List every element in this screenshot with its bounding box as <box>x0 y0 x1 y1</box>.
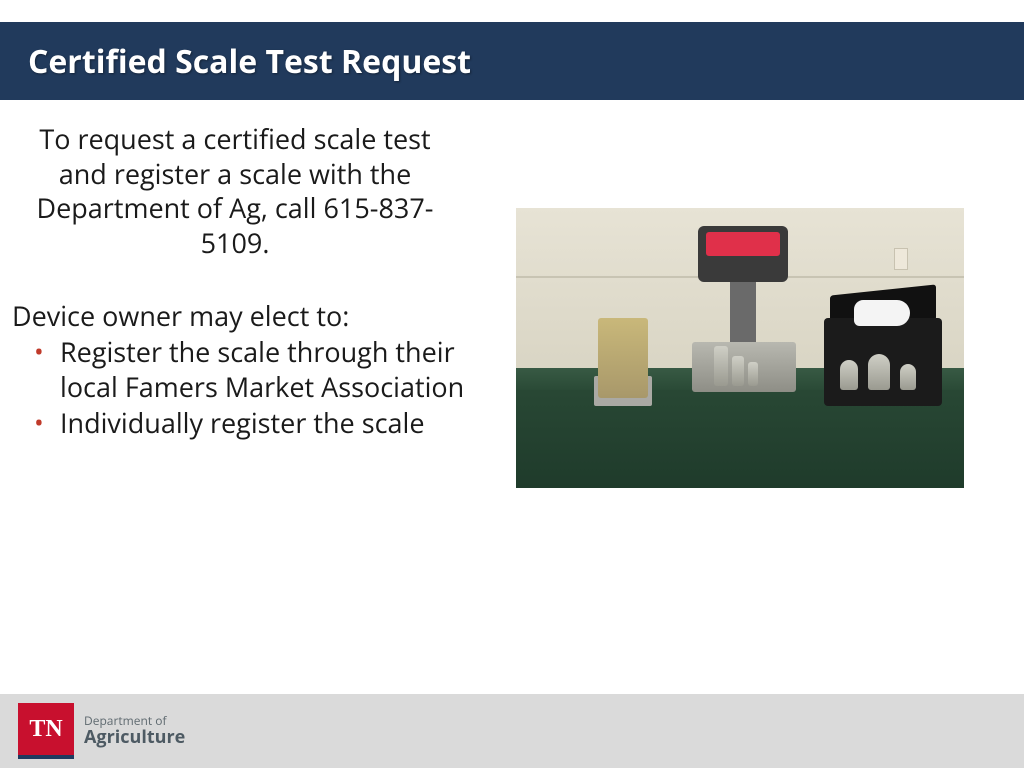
subheading: Device owner may elect to: <box>6 298 476 333</box>
scale-photo <box>516 208 964 488</box>
top-spacer <box>0 0 1024 22</box>
bullet-item: Individually register the scale <box>34 406 476 441</box>
content-area: To request a certified scale test and re… <box>0 100 1024 488</box>
footer-bar: TN Department of Agriculture <box>0 694 1024 768</box>
slide-header: Certified Scale Test Request <box>0 22 1024 100</box>
bullet-item: Register the scale through their local F… <box>34 335 476 404</box>
bullet-list: Register the scale through their local F… <box>6 335 476 441</box>
dept-line2: Agriculture <box>84 728 185 747</box>
tn-logo-badge: TN <box>18 703 74 759</box>
text-column: To request a certified scale test and re… <box>6 122 476 488</box>
image-column <box>476 122 1004 488</box>
intro-paragraph: To request a certified scale test and re… <box>6 122 476 260</box>
slide-title: Certified Scale Test Request <box>28 40 471 83</box>
department-label: Department of Agriculture <box>84 715 185 746</box>
